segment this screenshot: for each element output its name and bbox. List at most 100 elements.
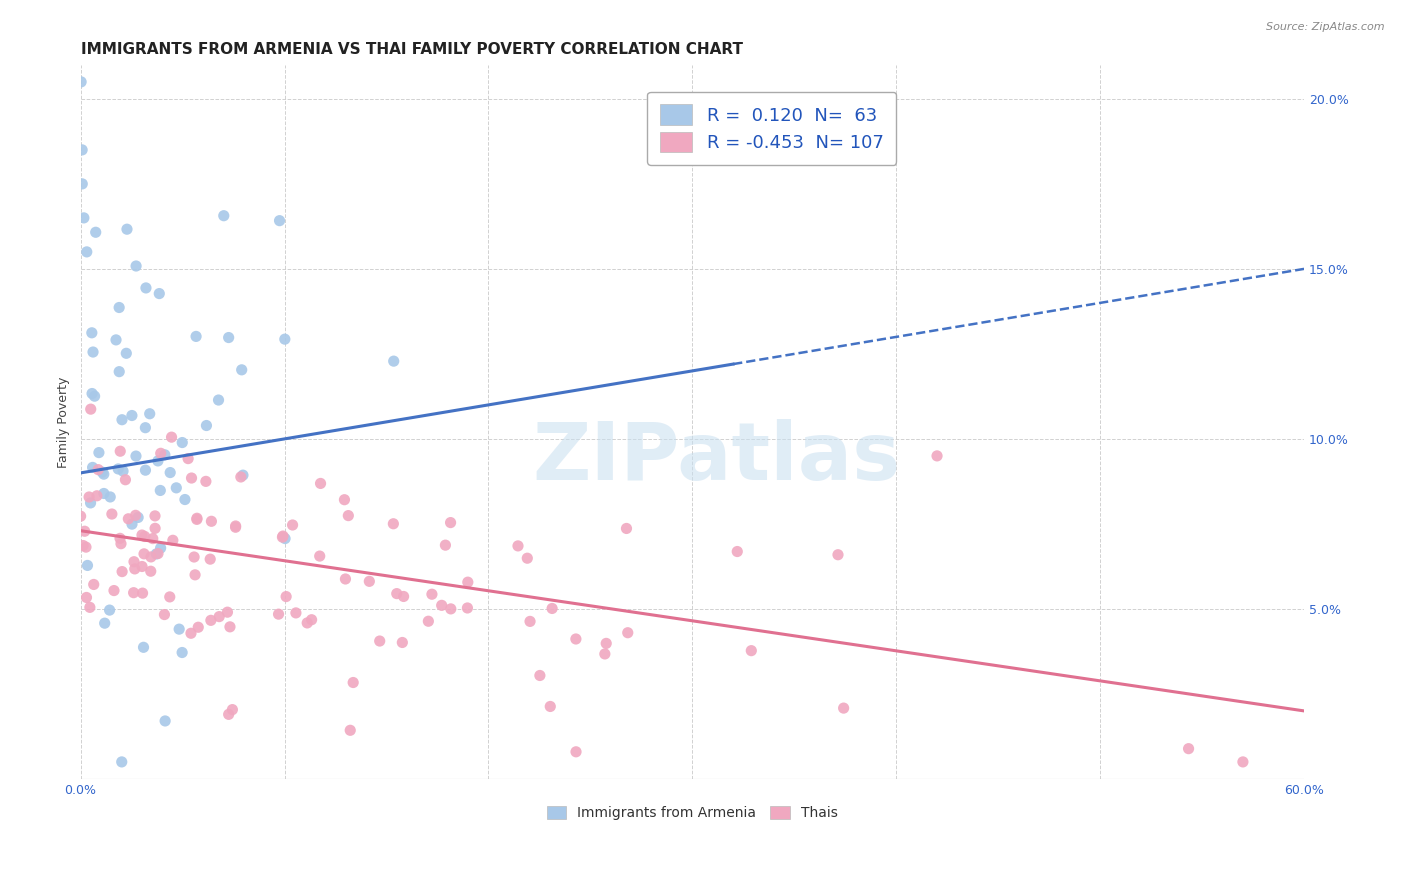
Point [108,532,131,546]
Point [79,496,101,510]
Point [108,301,131,315]
Point [153,448,176,462]
Point [308,549,330,563]
Point [516,551,538,566]
Point [80,326,103,340]
Text: IMMIGRANTS FROM ARMENIA VS THAI FAMILY POVERTY CORRELATION CHART: IMMIGRANTS FROM ARMENIA VS THAI FAMILY P… [80,42,742,57]
Point [200,514,222,528]
Point [76,558,98,573]
Point [595,636,617,650]
Point [69,509,91,524]
Point [165,481,187,495]
Point [149,483,172,498]
Point [616,521,638,535]
Point [212,209,235,223]
Point [111,413,134,427]
Point [86,489,108,503]
Point [146,547,169,561]
Point [439,516,461,530]
Point [134,529,156,543]
Point [153,714,176,728]
Point [121,409,143,423]
Point [180,626,202,640]
Point [1232,755,1254,769]
Point [385,586,408,600]
Point [616,625,638,640]
Point [82,460,104,475]
Point [79,600,101,615]
Point [593,647,616,661]
Point [110,537,132,551]
Point [221,703,243,717]
Point [98,603,121,617]
Point [121,517,143,532]
Point [335,572,357,586]
Point [87,462,110,476]
Point [108,365,131,379]
Point [339,723,361,738]
Point [297,615,319,630]
Point [153,607,176,622]
Point [167,622,190,636]
Point [832,701,855,715]
Point [131,528,153,542]
Point [70,75,93,89]
Point [506,539,529,553]
Point [111,755,134,769]
Point [541,601,564,615]
Point [131,586,153,600]
Point [70,143,93,157]
Point [337,508,360,523]
Point [529,668,551,682]
Point [434,538,457,552]
Point [72,539,94,553]
Point [72,177,94,191]
Point [127,510,149,524]
Point [114,473,136,487]
Point [87,445,110,459]
Y-axis label: Family Poverty: Family Poverty [58,376,70,467]
Text: Source: ZipAtlas.com: Source: ZipAtlas.com [1267,22,1385,32]
Point [83,577,105,591]
Point [149,541,172,555]
Point [172,646,194,660]
Point [77,490,100,504]
Point [142,532,165,546]
Point [93,616,115,631]
Point [187,620,209,634]
Point [420,587,443,601]
Point [333,492,356,507]
Point [440,602,463,616]
Point [149,446,172,460]
Point [183,549,205,564]
Point [274,332,297,346]
Point [186,512,208,526]
Point [225,520,247,534]
Point [143,508,166,523]
Point [229,470,252,484]
Point [122,555,145,569]
Point [207,392,229,407]
Point [457,575,479,590]
Point [162,533,184,548]
Point [392,590,415,604]
Point [217,605,239,619]
Point [368,634,391,648]
Point [115,346,138,360]
Point [218,330,240,344]
Point [122,585,145,599]
Point [139,549,162,564]
Point [82,345,104,359]
Point [105,333,128,347]
Point [75,591,97,605]
Point [284,606,307,620]
Point [143,521,166,535]
Point [267,607,290,622]
Point [93,486,115,500]
Point [134,420,156,434]
Point [827,548,849,562]
Point [174,492,197,507]
Point [73,211,96,225]
Point [135,281,157,295]
Point [519,615,541,629]
